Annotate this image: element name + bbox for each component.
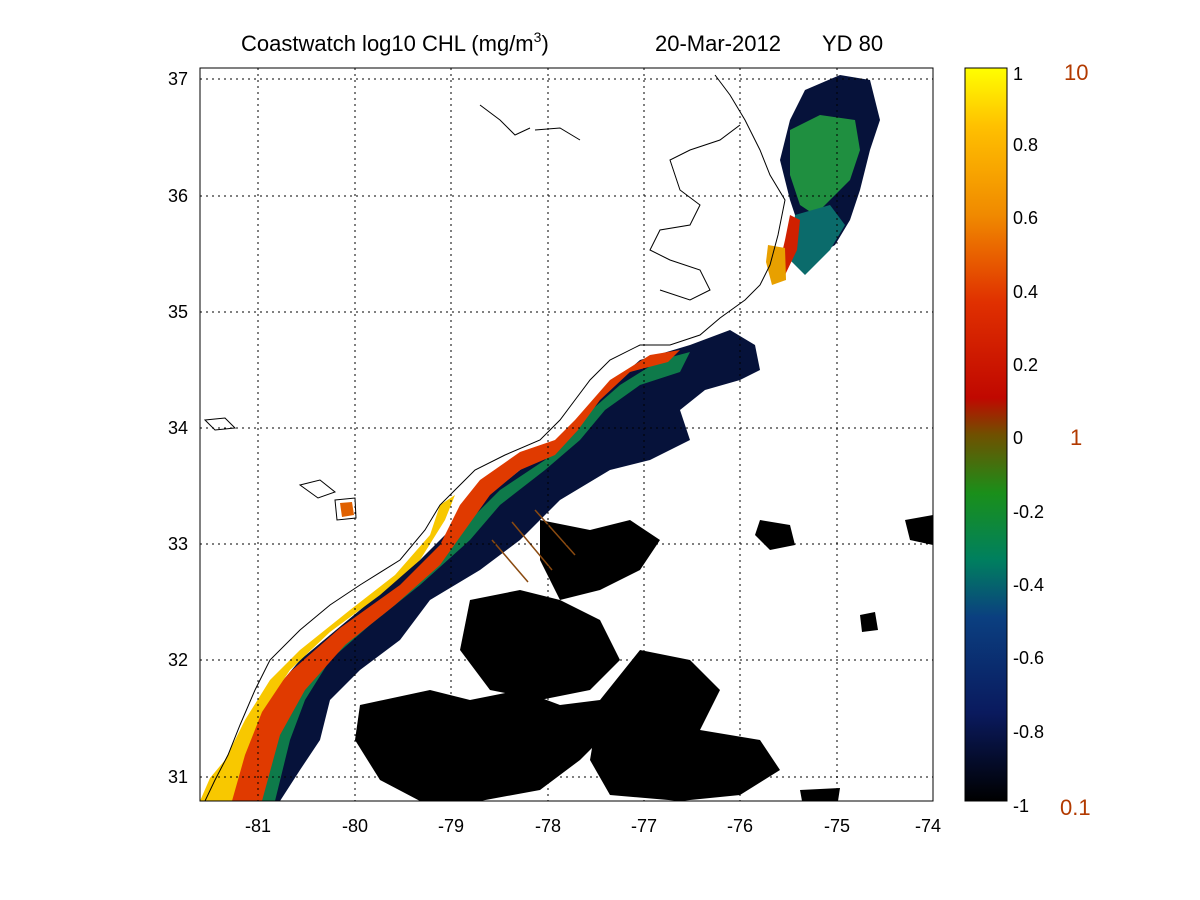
x-tick-label: -81 — [245, 816, 271, 836]
coastline — [203, 74, 786, 801]
lake-outline — [298, 479, 337, 499]
colorbar-linear-label-low: 0.1 — [1060, 795, 1091, 820]
x-tick-label: -74 — [915, 816, 941, 836]
y-tick-label: 34 — [168, 418, 188, 438]
colorbar-tick-label: 0.6 — [1013, 208, 1038, 228]
shelf-water-navy — [205, 330, 760, 801]
pamlico-orange-patch — [766, 245, 786, 285]
colorbar: 1 0.8 0.6 0.4 0.2 0 -0.2 -0.4 -0.6 -0.8 … — [964, 60, 1091, 820]
map-plot-area: -81 -80 -79 -78 -77 -76 -75 -74 37 36 35… — [168, 67, 941, 836]
transect-line-3 — [534, 509, 576, 556]
colorbar-tick-label: -0.2 — [1013, 502, 1044, 522]
colorbar-linear-label-high: 10 — [1064, 60, 1088, 85]
colorbar-tick-label: -1 — [1013, 796, 1029, 816]
x-tick-label: -78 — [535, 816, 561, 836]
colorbar-tick-label: 1 — [1013, 64, 1023, 84]
chlorophyll-field — [200, 75, 933, 801]
plot-title: Coastwatch log10 CHL (mg/m3) — [241, 29, 549, 56]
y-tick-label: 32 — [168, 650, 188, 670]
offshore-patch-mid — [460, 590, 620, 700]
colorbar-tick-label: -0.8 — [1013, 722, 1044, 742]
plot-frame — [199, 67, 934, 802]
colorbar-tick-label: -0.6 — [1013, 648, 1044, 668]
plot-date: 20-Mar-2012 — [655, 31, 781, 56]
transect-lines — [491, 509, 576, 583]
y-tick-label: 31 — [168, 767, 188, 787]
island-outline — [203, 417, 237, 431]
colorbar-tick-label: 0.4 — [1013, 282, 1038, 302]
colorbar-tick-label: 0 — [1013, 428, 1023, 448]
grid-lines — [200, 68, 933, 801]
plot-yearday: YD 80 — [822, 31, 883, 56]
hatteras-teal-patch — [790, 205, 845, 275]
bermuda-orange-dot — [340, 502, 354, 517]
x-tick-label: -80 — [342, 816, 368, 836]
coastline-main — [204, 74, 786, 801]
offshore-patch-south — [355, 690, 610, 801]
colorbar-gradient — [964, 67, 1008, 802]
y-tick-label: 35 — [168, 302, 188, 322]
shelf-band-yellow — [200, 495, 455, 801]
x-tick-label: -77 — [631, 816, 657, 836]
river-outline-1 — [479, 104, 531, 136]
colorbar-tick-label: -0.4 — [1013, 575, 1044, 595]
y-axis: 37 36 35 34 33 32 31 — [168, 69, 188, 787]
y-tick-label: 33 — [168, 534, 188, 554]
offshore-patch-east — [540, 520, 660, 600]
y-tick-label: 37 — [168, 69, 188, 89]
sound-shoreline — [649, 124, 741, 301]
x-tick-label: -79 — [438, 816, 464, 836]
bermuda-outline — [334, 497, 357, 521]
colorbar-tick-label: 0.2 — [1013, 355, 1038, 375]
river-outline-2 — [534, 127, 581, 141]
colorbar-tick-label: 0.8 — [1013, 135, 1038, 155]
shelf-band-orange — [208, 350, 680, 801]
colorbar-linear-label-mid: 1 — [1070, 425, 1082, 450]
transect-line-2 — [511, 521, 553, 571]
x-tick-label: -75 — [824, 816, 850, 836]
y-tick-label: 36 — [168, 186, 188, 206]
hatteras-green-patch — [790, 115, 860, 215]
offshore-patch-small — [755, 515, 933, 801]
x-axis: -81 -80 -79 -78 -77 -76 -75 -74 — [245, 816, 941, 836]
x-tick-label: -76 — [727, 816, 753, 836]
offshore-patch-southeast — [590, 650, 780, 801]
transect-line-1 — [491, 539, 529, 583]
